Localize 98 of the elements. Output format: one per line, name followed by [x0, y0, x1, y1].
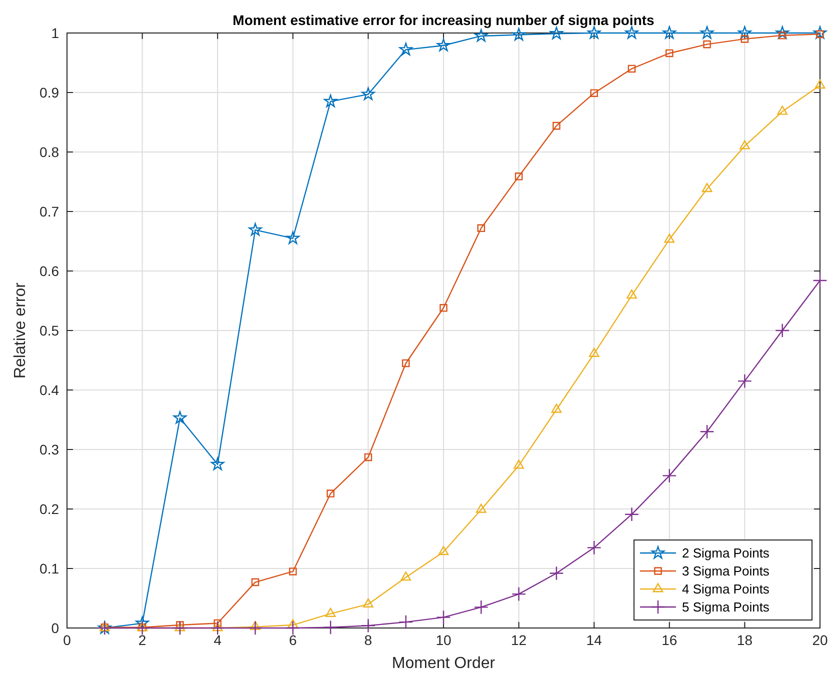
point: [323, 620, 338, 635]
point: [700, 424, 714, 439]
point: [512, 586, 526, 602]
point: [364, 453, 372, 462]
point: [440, 304, 448, 312]
point: [813, 26, 827, 39]
point: [399, 42, 412, 56]
point: [173, 411, 187, 424]
point: [776, 26, 789, 39]
point: [172, 620, 188, 636]
x-tick-label: 10: [436, 632, 452, 648]
point: [477, 224, 486, 232]
point: [438, 546, 449, 556]
x-tick-label: 6: [289, 632, 297, 648]
point: [251, 578, 260, 586]
point: [248, 223, 262, 236]
point: [212, 622, 223, 632]
point: [250, 620, 260, 630]
point: [551, 404, 562, 413]
point: [214, 619, 222, 628]
x-tick-label: 0: [63, 632, 72, 648]
x-tick-label: 16: [662, 632, 678, 648]
point: [552, 122, 560, 130]
x-tick-label: 18: [736, 632, 753, 648]
y-tick-label: 0.6: [40, 262, 60, 279]
point: [814, 79, 826, 89]
y-tick-label: 0.1: [40, 560, 60, 576]
point: [474, 29, 488, 42]
x-axis-title: Moment Order: [392, 655, 496, 672]
x-tick-label: 4: [214, 632, 222, 648]
x-tick-label: 14: [586, 632, 602, 648]
point: [324, 94, 338, 108]
legend-label: 5 Sigma Points: [682, 600, 770, 615]
y-tick-label: 1: [51, 24, 60, 41]
point: [624, 507, 640, 522]
point: [436, 38, 450, 52]
point: [360, 618, 376, 633]
x-tick-label: 20: [812, 632, 828, 648]
point: [325, 608, 336, 617]
point: [590, 89, 598, 97]
point: [700, 26, 714, 39]
point: [588, 348, 600, 357]
point: [135, 620, 150, 636]
point: [702, 183, 712, 192]
point: [812, 273, 828, 288]
y-tick-label: 0.7: [40, 203, 60, 220]
point: [136, 616, 149, 629]
point: [286, 620, 300, 636]
point: [662, 468, 677, 483]
point: [288, 619, 298, 628]
point: [549, 566, 564, 581]
point: [326, 490, 334, 498]
y-tick-label: 0.4: [40, 382, 60, 398]
point: [286, 231, 300, 244]
y-tick-label: 0.2: [40, 500, 60, 517]
point: [363, 598, 374, 608]
point: [740, 35, 749, 43]
point: [740, 140, 750, 150]
point: [362, 87, 375, 100]
y-tick-label: 0.8: [40, 144, 60, 160]
point: [476, 504, 486, 513]
point: [514, 460, 524, 469]
x-tick-label: 12: [511, 632, 527, 648]
point: [738, 26, 752, 39]
point: [664, 234, 675, 243]
point: [512, 28, 526, 41]
y-tick-label: 0.3: [40, 441, 60, 458]
x-tick-label: 2: [138, 632, 146, 648]
x-tick-label: 8: [364, 632, 372, 648]
y-tick-label: 0.5: [40, 322, 60, 338]
point: [174, 622, 186, 632]
point: [666, 49, 674, 58]
point: [662, 26, 676, 39]
point: [737, 374, 752, 388]
point: [210, 620, 225, 636]
point: [628, 64, 636, 73]
legend-label: 4 Sigma Points: [682, 582, 770, 597]
point: [550, 26, 564, 40]
y-tick-label: 0: [51, 620, 60, 636]
point: [289, 568, 297, 576]
point: [775, 323, 790, 338]
legend-label: 3 Sigma Points: [682, 564, 770, 579]
point: [402, 359, 410, 368]
point: [703, 40, 711, 48]
point: [474, 600, 488, 614]
y-tick-label: 0.9: [40, 84, 60, 100]
point: [436, 610, 451, 625]
point: [210, 457, 224, 470]
legend-label: 2 Sigma Points: [682, 546, 770, 561]
point: [400, 572, 412, 581]
point: [514, 172, 523, 180]
point: [248, 620, 263, 636]
point: [626, 290, 637, 299]
chart-title: Moment estimative error for increasing number of sigma points: [232, 12, 655, 28]
point: [398, 614, 414, 630]
point: [777, 106, 788, 115]
point: [586, 540, 602, 555]
y-axis-title: Relative error: [12, 282, 29, 379]
